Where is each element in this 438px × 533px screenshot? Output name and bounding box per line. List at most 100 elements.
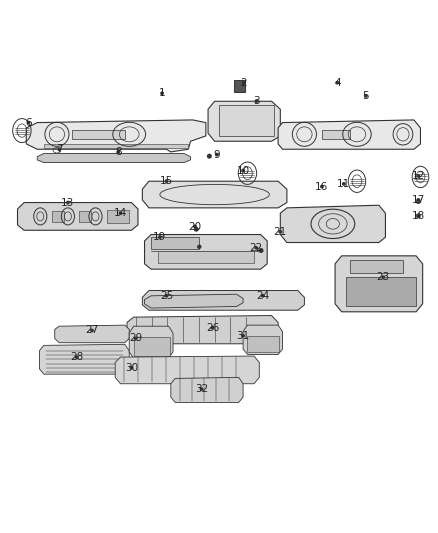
Text: 21: 21 — [274, 227, 287, 237]
Circle shape — [200, 388, 203, 390]
Text: 14: 14 — [114, 208, 127, 218]
Bar — [247, 336, 279, 352]
Text: 15: 15 — [160, 176, 173, 186]
Circle shape — [161, 92, 163, 94]
Bar — [158, 251, 254, 263]
Circle shape — [166, 295, 167, 297]
Polygon shape — [145, 235, 267, 269]
Circle shape — [216, 154, 218, 156]
Circle shape — [120, 212, 121, 214]
Circle shape — [417, 214, 420, 217]
Polygon shape — [208, 101, 280, 141]
Circle shape — [165, 180, 168, 182]
Circle shape — [58, 148, 60, 150]
Text: 27: 27 — [85, 326, 99, 335]
Bar — [44, 144, 188, 148]
Circle shape — [201, 388, 202, 390]
Polygon shape — [243, 325, 283, 354]
Text: 1: 1 — [159, 88, 166, 98]
Text: 24: 24 — [256, 291, 269, 301]
Circle shape — [242, 82, 244, 84]
Circle shape — [166, 180, 167, 182]
Bar — [79, 211, 91, 222]
Circle shape — [91, 329, 93, 332]
Bar — [151, 237, 199, 249]
Polygon shape — [26, 120, 206, 152]
Circle shape — [131, 367, 132, 369]
Circle shape — [255, 247, 257, 249]
Bar — [107, 210, 129, 223]
Text: 19: 19 — [153, 232, 166, 242]
Circle shape — [212, 327, 213, 329]
Circle shape — [321, 185, 323, 188]
Polygon shape — [129, 326, 173, 358]
Circle shape — [242, 82, 244, 84]
Text: 8: 8 — [115, 147, 122, 157]
Circle shape — [134, 337, 137, 340]
Circle shape — [255, 100, 257, 102]
Polygon shape — [115, 356, 259, 384]
Text: 4: 4 — [334, 78, 341, 87]
Circle shape — [242, 335, 244, 337]
Circle shape — [343, 183, 345, 185]
Circle shape — [242, 169, 244, 172]
Circle shape — [198, 245, 201, 248]
Polygon shape — [18, 203, 138, 230]
Bar — [346, 277, 416, 306]
Circle shape — [117, 151, 119, 153]
Circle shape — [58, 148, 60, 150]
Circle shape — [417, 215, 420, 217]
Circle shape — [321, 185, 323, 188]
Circle shape — [255, 247, 258, 249]
Text: 30: 30 — [125, 363, 138, 373]
Polygon shape — [171, 377, 243, 402]
Polygon shape — [142, 181, 287, 208]
Circle shape — [259, 249, 263, 252]
Text: 18: 18 — [412, 211, 425, 221]
Circle shape — [130, 367, 133, 369]
Circle shape — [215, 154, 218, 156]
Polygon shape — [335, 256, 423, 312]
Text: 22: 22 — [250, 243, 263, 253]
Polygon shape — [145, 294, 243, 308]
Text: 32: 32 — [195, 384, 208, 394]
Bar — [72, 130, 125, 139]
Circle shape — [365, 95, 367, 97]
Bar — [350, 260, 403, 273]
Circle shape — [262, 295, 264, 297]
Text: 17: 17 — [412, 195, 425, 205]
Text: 26: 26 — [206, 323, 219, 333]
Circle shape — [27, 122, 30, 124]
Circle shape — [161, 92, 163, 94]
Polygon shape — [37, 154, 191, 163]
Polygon shape — [142, 290, 304, 310]
Circle shape — [208, 155, 211, 158]
Circle shape — [76, 356, 78, 358]
Bar — [234, 80, 245, 92]
Text: 31: 31 — [237, 331, 250, 341]
Circle shape — [159, 236, 161, 238]
Circle shape — [417, 175, 419, 177]
Circle shape — [364, 95, 367, 97]
Bar — [52, 211, 64, 222]
Bar — [219, 105, 274, 136]
Circle shape — [382, 276, 385, 278]
Circle shape — [165, 295, 168, 297]
Circle shape — [417, 215, 419, 217]
Circle shape — [211, 327, 214, 329]
Polygon shape — [278, 120, 420, 149]
Polygon shape — [55, 325, 129, 343]
Circle shape — [343, 183, 345, 185]
Circle shape — [279, 231, 282, 233]
Text: 10: 10 — [237, 166, 250, 175]
Circle shape — [75, 356, 78, 358]
Circle shape — [119, 212, 122, 214]
Circle shape — [28, 122, 29, 124]
Circle shape — [336, 82, 339, 84]
Circle shape — [336, 82, 338, 84]
Text: 25: 25 — [160, 291, 173, 301]
Text: 16: 16 — [315, 182, 328, 191]
Circle shape — [194, 225, 196, 228]
Circle shape — [417, 199, 420, 201]
Circle shape — [242, 335, 244, 337]
